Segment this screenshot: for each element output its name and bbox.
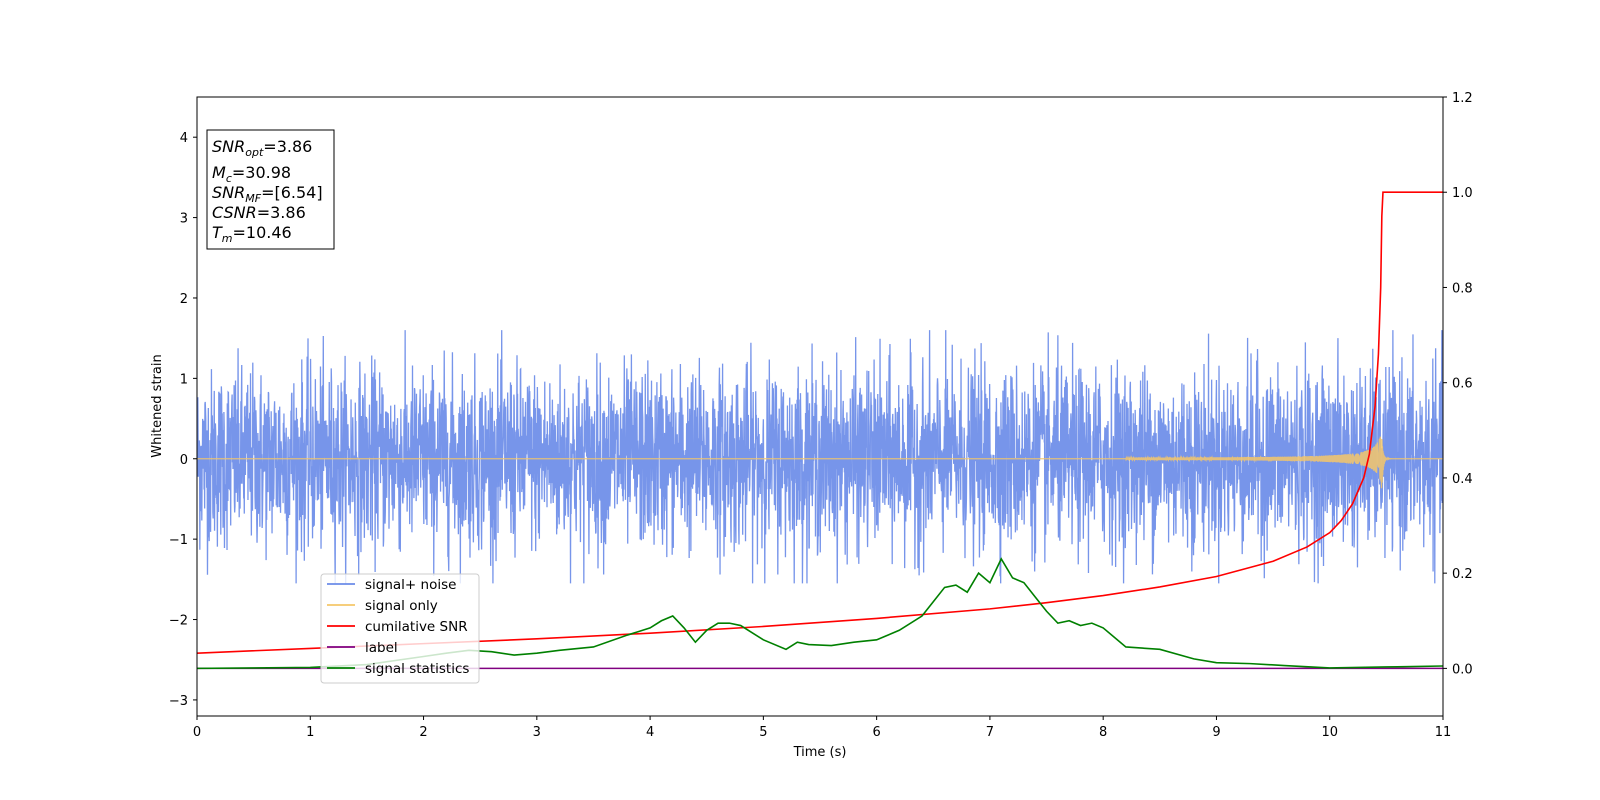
annotation-mc: Mc=30.98 (212, 163, 291, 185)
y-right-tick-label: 0.6 (1452, 377, 1473, 392)
y-axis-label: Whitened strain (150, 354, 165, 457)
annotation-snr-opt: SNRopt=3.86 (212, 137, 312, 159)
series-signal-only-line (197, 436, 1443, 489)
annotation-box: SNRopt=3.86 Mc=30.98 SNRMF=[6.54] CSNR=3… (206, 129, 335, 250)
y-left-tick-label: −3 (169, 694, 188, 709)
series-signal-statistics-line (197, 557, 1443, 670)
y-left-tick-label: 4 (180, 131, 188, 146)
x-tick-label: 11 (1435, 725, 1452, 740)
legend-label: cumilative SNR (365, 619, 468, 635)
y-left-tick-label: 1 (180, 372, 188, 387)
legend: signal+ noise signal only cumilative SNR la… (320, 573, 480, 684)
annotation-tm: Tm=10.46 (212, 223, 292, 245)
series-signal-noise-line (197, 330, 1443, 584)
legend-box (320, 573, 480, 684)
legend-label: signal+ noise (365, 577, 456, 593)
x-axis-label: Time (s) (793, 745, 847, 760)
y-right-tick-label: 0.0 (1452, 662, 1473, 677)
x-tick-label: 8 (1099, 725, 1107, 740)
y-left-tick-label: 3 (180, 212, 188, 227)
x-tick-label: 0 (193, 725, 201, 740)
series-cumilative-snr-line (197, 191, 1443, 654)
ticks-layer: 0 1 2 3 4 5 6 7 8 9 10 11 −3 −2 −1 0 1 2 3 4 0.0 0.2 0.4 0.6 0.8… (169, 91, 1473, 740)
x-tick-label: 4 (646, 725, 654, 740)
legend-label: signal statistics (365, 661, 469, 677)
x-tick-label: 5 (759, 725, 767, 740)
y-left-tick-label: 2 (180, 292, 188, 307)
x-tick-label: 2 (419, 725, 427, 740)
y-right-tick-label: 0.8 (1452, 281, 1473, 296)
x-tick-label: 9 (1212, 725, 1220, 740)
y-right-tick-label: 1.2 (1452, 91, 1473, 106)
y-left-tick-label: −1 (169, 533, 188, 548)
y-right-tick-label: 1.0 (1452, 186, 1473, 201)
plot-frame (196, 96, 1444, 717)
y-right-tick-label: 0.4 (1452, 472, 1473, 487)
x-tick-label: 6 (872, 725, 880, 740)
annotation-csnr: CSNR=3.86 (212, 203, 306, 222)
y-right-tick-label: 0.2 (1452, 567, 1473, 582)
legend-label: label (365, 640, 398, 656)
y-left-tick-label: −2 (169, 614, 188, 629)
x-tick-label: 1 (306, 725, 314, 740)
legend-label: signal only (365, 598, 438, 614)
annotation-snr-mf: SNRMF=[6.54] (212, 183, 323, 205)
x-tick-label: 7 (986, 725, 994, 740)
y-left-tick-label: 0 (180, 453, 188, 468)
x-tick-label: 10 (1321, 725, 1338, 740)
x-tick-label: 3 (533, 725, 541, 740)
